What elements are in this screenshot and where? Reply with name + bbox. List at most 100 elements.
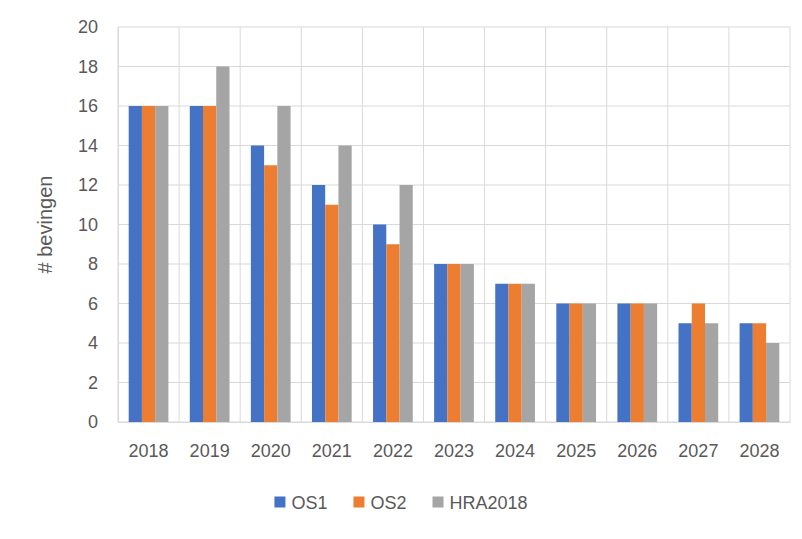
tick: 8 — [88, 254, 118, 274]
legend-item: OS2 — [353, 493, 406, 513]
bar — [495, 284, 508, 422]
bar — [338, 146, 351, 423]
bar — [277, 106, 290, 422]
tick-label: 2023 — [434, 441, 474, 461]
tick-label: 4 — [88, 333, 98, 353]
bar — [753, 323, 766, 422]
tick-label: 2028 — [739, 441, 779, 461]
tick: 16 — [78, 96, 118, 116]
tick-label: 2022 — [373, 441, 413, 461]
tick-label: 20 — [78, 17, 98, 37]
legend-label: HRA2018 — [450, 493, 528, 513]
bar — [216, 67, 229, 423]
axis-line — [118, 28, 119, 423]
legend: OS1 OS2 HRA2018 — [274, 493, 527, 513]
axis-line — [119, 422, 791, 423]
chart: 0 2 4 6 8 10 12 14 16 18 20 2018 2019 2020 2021 2022 202… — [0, 0, 802, 539]
category-separator — [179, 27, 180, 422]
bar — [583, 304, 596, 423]
tick: 2020 — [251, 422, 291, 461]
bar — [264, 165, 277, 422]
bar — [386, 244, 399, 422]
series — [155, 67, 779, 423]
category-separator — [606, 27, 607, 422]
tick-label: 2026 — [617, 441, 657, 461]
bar — [203, 106, 216, 422]
legend-item: OS1 — [274, 493, 327, 513]
legend-label: OS2 — [370, 493, 406, 513]
bar — [692, 304, 705, 423]
bar — [631, 304, 644, 423]
bar — [325, 205, 338, 422]
tick-label: 0 — [88, 412, 98, 432]
bar — [251, 146, 264, 423]
bar — [508, 284, 521, 422]
grid — [118, 27, 790, 422]
tick: 2021 — [312, 422, 352, 461]
bar — [447, 264, 460, 422]
bar — [434, 264, 447, 422]
bar — [705, 323, 718, 422]
bar — [155, 106, 168, 422]
bar — [400, 185, 413, 422]
grid-line — [118, 27, 790, 28]
y-axis-title: # bevingen — [34, 176, 56, 274]
tick: 10 — [78, 215, 118, 235]
tick-label: 2025 — [556, 441, 596, 461]
tick-label: 2021 — [312, 441, 352, 461]
bar — [617, 304, 630, 423]
tick-label: 16 — [78, 96, 98, 116]
y-axis: 0 2 4 6 8 10 12 14 16 18 20 — [78, 17, 119, 432]
tick-label: 2027 — [678, 441, 718, 461]
tick-label: 8 — [88, 254, 98, 274]
legend-item: HRA2018 — [433, 493, 528, 513]
bar — [461, 264, 474, 422]
bar — [142, 106, 155, 422]
tick: 2025 — [556, 422, 596, 461]
legend-swatch — [433, 497, 444, 508]
tick-label: 2024 — [495, 441, 535, 461]
bar — [570, 304, 583, 423]
bar — [679, 323, 692, 422]
tick: 2027 — [678, 422, 718, 461]
bar — [766, 343, 779, 422]
tick: 2023 — [434, 422, 474, 461]
bar — [312, 185, 325, 422]
category-separator — [545, 27, 546, 422]
tick: 2028 — [739, 422, 779, 461]
category-separator — [362, 27, 363, 422]
bar — [556, 304, 569, 423]
tick: 2 — [88, 373, 118, 393]
category-separator — [301, 27, 302, 422]
category-separator — [790, 27, 791, 422]
category-separator — [667, 27, 668, 422]
tick-label: 10 — [78, 215, 98, 235]
tick-label: 14 — [78, 136, 98, 156]
tick-label: 18 — [78, 57, 98, 77]
tick-label: 2 — [88, 373, 98, 393]
bar — [129, 106, 142, 422]
bar — [740, 323, 753, 422]
tick: 6 — [88, 294, 118, 314]
tick: 2026 — [617, 422, 657, 461]
tick-label: 2018 — [129, 441, 169, 461]
tick: 4 — [88, 333, 118, 353]
legend-swatch — [353, 497, 364, 508]
tick: 18 — [78, 57, 118, 77]
x-axis: 2018 2019 2020 2021 2022 2023 2024 2025 2026 2027… — [119, 422, 791, 461]
category-separator — [423, 27, 424, 422]
tick: 2018 — [129, 422, 169, 461]
bar — [373, 225, 386, 423]
category-separator — [484, 27, 485, 422]
bar — [522, 284, 535, 422]
tick-label: 2020 — [251, 441, 291, 461]
tick: 12 — [78, 175, 118, 195]
tick: 2019 — [190, 422, 230, 461]
category-separator — [240, 27, 241, 422]
category-separator — [728, 27, 729, 422]
tick: 2024 — [495, 422, 535, 461]
tick: 2022 — [373, 422, 413, 461]
tick-label: 12 — [78, 175, 98, 195]
plot: 0 2 4 6 8 10 12 14 16 18 20 2018 2019 2020 2021 2022 202… — [78, 17, 791, 461]
tick-label: 6 — [88, 294, 98, 314]
